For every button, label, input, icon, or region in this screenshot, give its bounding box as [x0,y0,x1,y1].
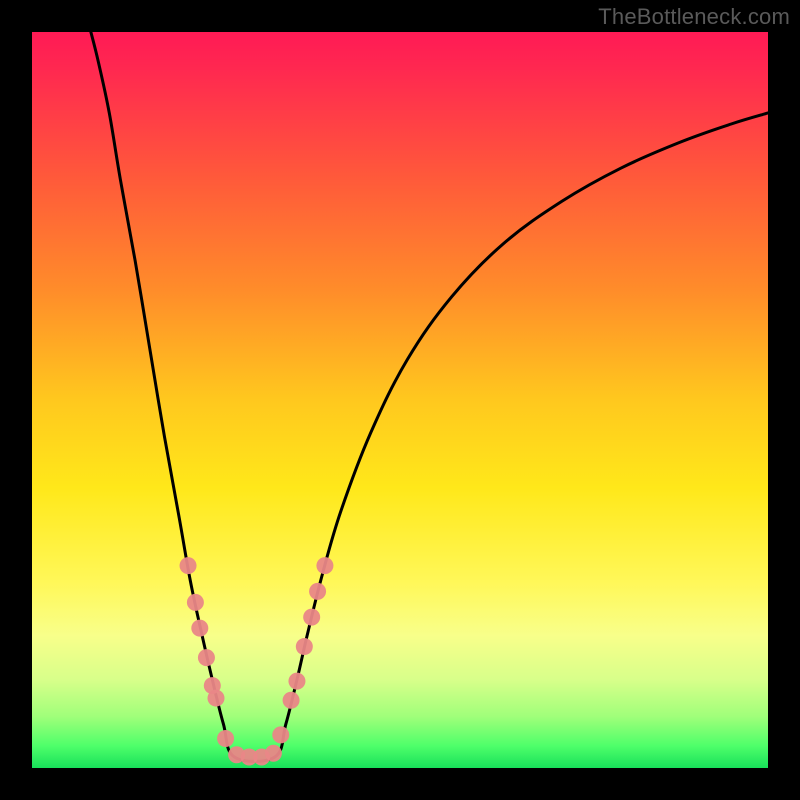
data-point [180,557,197,574]
data-point [217,730,234,747]
data-point [265,745,282,762]
data-point [272,726,289,743]
data-point [309,583,326,600]
data-point [288,673,305,690]
data-point [303,609,320,626]
data-point [187,594,204,611]
bottleneck-chart-svg [0,0,800,800]
data-point [296,638,313,655]
data-point [316,557,333,574]
plot-gradient-background [32,32,768,768]
chart-stage: TheBottleneck.com [0,0,800,800]
data-point [283,692,300,709]
data-point [208,690,225,707]
data-point [198,649,215,666]
data-point [191,620,208,637]
